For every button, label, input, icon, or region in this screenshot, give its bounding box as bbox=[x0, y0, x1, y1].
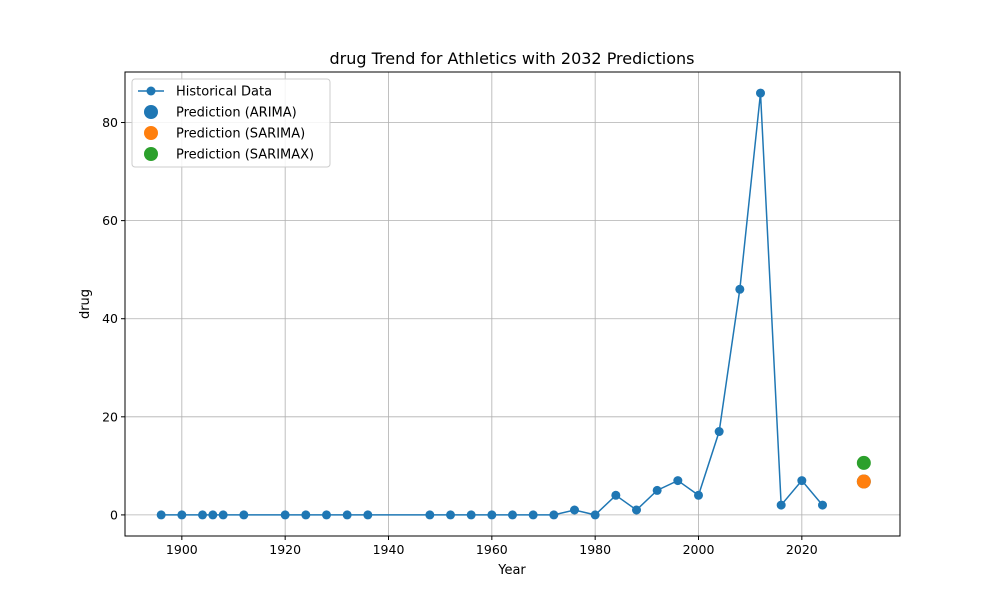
data-point bbox=[694, 490, 703, 500]
y-tick-label: 60 bbox=[102, 213, 118, 228]
series-historical-data bbox=[156, 88, 827, 520]
data-point bbox=[735, 284, 745, 294]
series-layer bbox=[156, 88, 871, 520]
data-point bbox=[528, 510, 538, 520]
series-prediction-sarimax bbox=[856, 455, 871, 470]
legend-box bbox=[131, 78, 331, 168]
data-point bbox=[487, 510, 497, 520]
data-point bbox=[280, 510, 290, 520]
data-point bbox=[590, 510, 600, 520]
data-point bbox=[322, 510, 331, 520]
data-point bbox=[652, 485, 662, 495]
data-point bbox=[363, 510, 373, 520]
y-axis-label: drug bbox=[78, 289, 93, 319]
data-point bbox=[570, 505, 579, 515]
y-tick-label: 20 bbox=[102, 409, 118, 424]
legend-label: Historical Data bbox=[176, 85, 272, 100]
legend-marker-swatch bbox=[144, 147, 158, 161]
data-point bbox=[177, 510, 187, 520]
ticks: 1900 1920 1940 1960 1980 2000 2020 0 20 40 60 80 bbox=[102, 115, 818, 557]
legend: Historical Data Prediction (ARIMA) Predict… bbox=[131, 78, 331, 168]
legend-marker-swatch bbox=[146, 86, 156, 96]
legend-item: Prediction (ARIMA) bbox=[144, 105, 297, 121]
x-tick-label: 1980 bbox=[579, 542, 611, 557]
data-point bbox=[425, 510, 435, 520]
chart-title: drug Trend for Athletics with 2032 Predi… bbox=[329, 49, 694, 68]
data-point bbox=[549, 510, 559, 520]
y-tick-label: 0 bbox=[110, 507, 118, 522]
x-tick-label: 2000 bbox=[683, 542, 715, 557]
data-point bbox=[198, 510, 207, 520]
legend-item: Historical Data bbox=[138, 85, 272, 100]
data-point bbox=[218, 510, 228, 520]
legend-label: Prediction (SARIMA) bbox=[176, 127, 305, 142]
data-point bbox=[342, 510, 352, 520]
data-point bbox=[239, 510, 249, 520]
legend-marker-swatch bbox=[144, 105, 158, 119]
data-point bbox=[611, 490, 621, 500]
y-tick-label: 80 bbox=[102, 115, 118, 130]
data-point bbox=[466, 510, 476, 520]
legend-marker-swatch bbox=[144, 126, 158, 140]
x-tick-label: 1920 bbox=[269, 542, 301, 557]
data-point bbox=[756, 88, 765, 98]
legend-label: Prediction (SARIMAX) bbox=[176, 148, 314, 163]
data-point bbox=[818, 500, 827, 510]
data-point bbox=[714, 427, 724, 437]
legend-item: Prediction (SARIMA) bbox=[144, 126, 305, 142]
x-tick-label: 1940 bbox=[373, 542, 405, 557]
prediction-point bbox=[856, 474, 871, 489]
x-axis-label: Year bbox=[497, 563, 526, 578]
x-tick-label: 1960 bbox=[476, 542, 508, 557]
legend-item: Prediction (SARIMAX) bbox=[144, 147, 314, 163]
prediction-point bbox=[856, 455, 871, 470]
data-point bbox=[776, 500, 786, 510]
data-point bbox=[446, 510, 455, 520]
data-point bbox=[508, 510, 517, 520]
data-point bbox=[208, 510, 218, 520]
data-point bbox=[301, 510, 311, 520]
x-tick-label: 2020 bbox=[786, 542, 818, 557]
plot-frame bbox=[124, 71, 901, 537]
series-prediction-sarima bbox=[856, 474, 871, 489]
data-point bbox=[673, 476, 683, 486]
data-point bbox=[797, 476, 807, 486]
x-tick-label: 1900 bbox=[166, 542, 198, 557]
data-point bbox=[632, 505, 641, 515]
legend-label: Prediction (ARIMA) bbox=[176, 106, 297, 121]
data-point bbox=[156, 510, 166, 520]
y-tick-label: 40 bbox=[102, 311, 118, 326]
